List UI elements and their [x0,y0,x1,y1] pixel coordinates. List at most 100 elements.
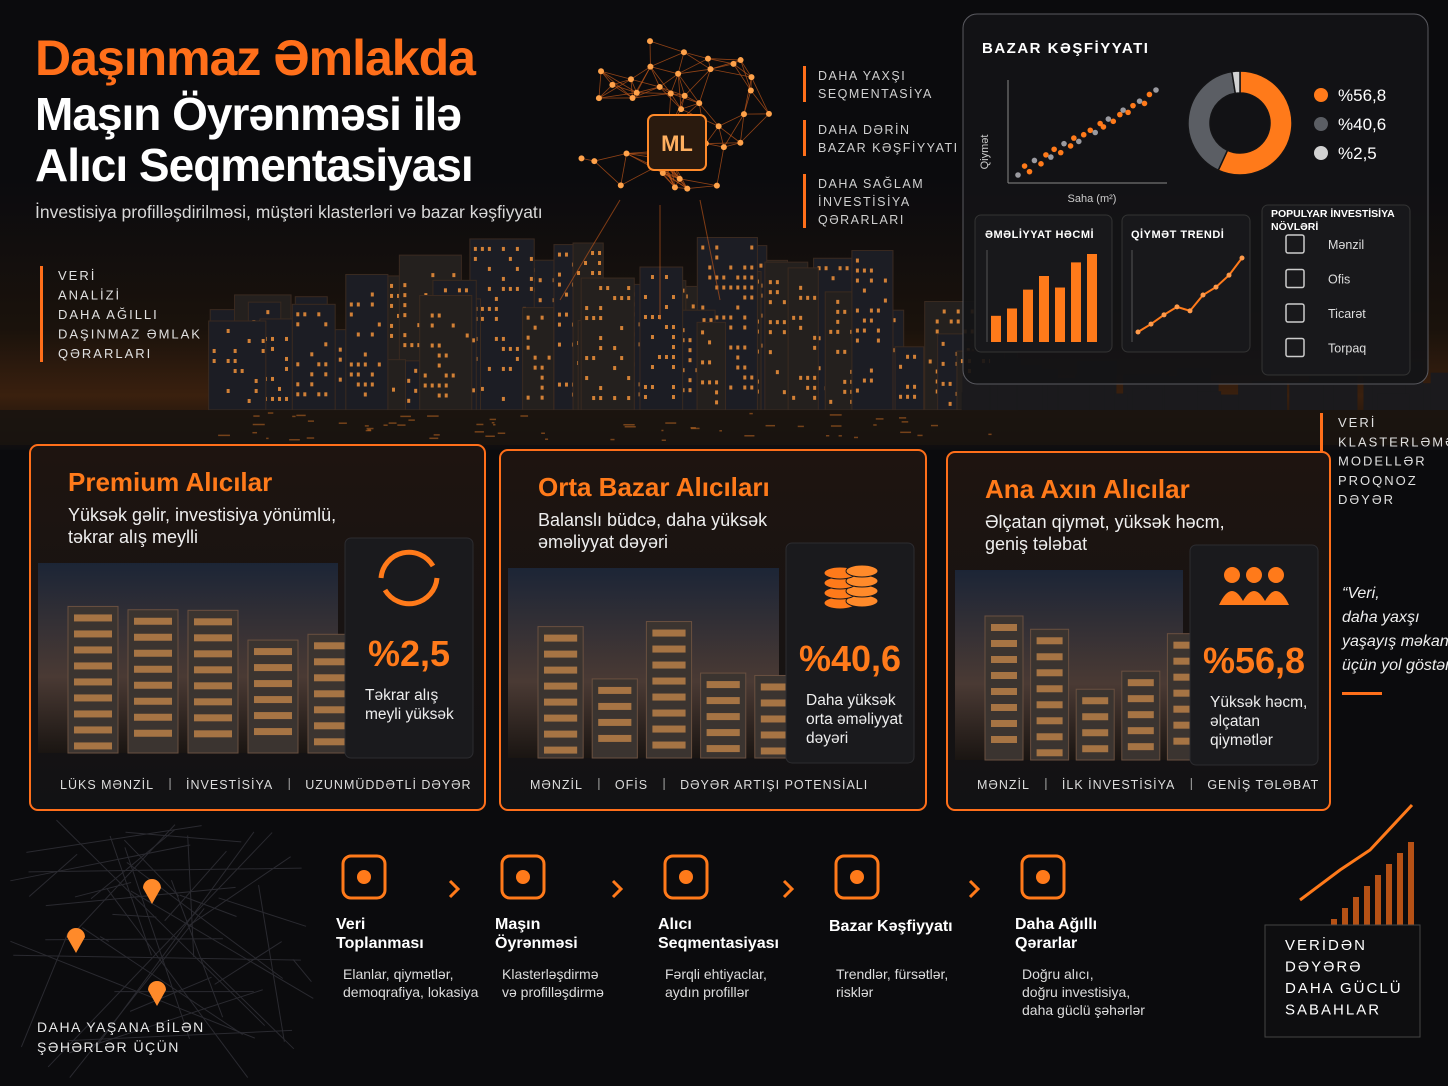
process-icon [500,854,546,900]
image-window [1082,729,1109,737]
card-desc: təkrar alış meylli [68,527,198,547]
window [688,378,692,383]
tagline-line: DƏYƏR [1338,492,1395,507]
reflection [253,415,260,417]
window [338,377,342,382]
bar [1023,289,1033,342]
quote-line: üçün yol göstərir.” [1342,657,1448,674]
process-desc: və profilləşdirmə [502,984,604,1000]
window [540,395,544,400]
window [338,347,342,352]
window [722,285,726,290]
window [792,395,796,400]
image-window [314,722,352,730]
process-icon-dot [357,870,371,884]
network-node [720,144,727,151]
window [557,282,561,287]
window [473,246,477,251]
image-window [991,688,1017,696]
reflection [408,419,415,421]
window [317,312,321,317]
window [671,385,675,390]
window [948,401,952,406]
window [736,355,740,360]
window [324,372,328,377]
reflection [474,431,484,433]
map-street [28,867,302,873]
window [324,392,328,397]
stat-desc: əlçatan [1210,713,1260,730]
image-window [544,746,578,754]
scatter-point [1048,154,1054,160]
process-desc: daha güclü şəhərlər [1022,1002,1145,1018]
stat-desc: meyli yüksək [365,706,454,723]
image-window [194,682,232,690]
scatter-point [1043,152,1049,158]
window [599,346,603,351]
card-desc: Yüksək gəlir, investisiya yönümlü, [68,505,336,525]
image-window [194,666,232,674]
window [585,356,589,361]
window [627,396,631,401]
map-street [28,853,78,897]
network-link [650,66,661,88]
tagline-line: ANALİZİ [58,288,121,303]
network-node [678,106,685,113]
window [845,266,849,271]
network-link [677,58,709,75]
window [403,343,407,348]
process-title: Veri [336,916,365,933]
reflection [825,434,830,437]
window [356,372,360,377]
window [494,336,498,341]
window [533,325,537,330]
title-line: Maşın Öyrənməsi ilə [35,88,461,140]
network-node [617,182,624,189]
image-window [760,731,794,739]
window [501,246,505,251]
image-window [598,718,632,726]
window [349,362,353,367]
network-link [733,63,752,78]
map-street [130,890,314,999]
tagline-line: PROQNOZ [1338,473,1418,488]
window [855,278,859,283]
map-street [45,886,236,907]
image-window [598,734,632,742]
window [813,375,817,380]
building [1377,393,1410,410]
reflection [900,431,912,434]
window [430,323,434,328]
bar [1055,287,1065,342]
reflection [489,418,497,421]
window [715,400,719,405]
window [310,372,314,377]
network-link [718,125,741,144]
network-node [715,123,722,130]
window [599,316,603,321]
window [533,365,537,370]
window [855,328,859,333]
image-window [652,645,686,653]
title-line: Daşınmaz Əmlakda [35,30,477,86]
window [715,380,719,385]
stat-desc: Yüksək həcm, [1210,694,1307,711]
window [671,325,675,330]
window [743,295,747,300]
window [540,365,544,370]
axis-label: Qiymət [979,135,991,170]
reflection [541,432,545,435]
network-link [600,70,632,80]
scatter-point [1136,98,1143,104]
window [370,292,374,297]
window [743,375,747,380]
reflection [744,435,755,437]
accent-bar [803,66,806,102]
window [407,398,411,403]
window [701,360,705,365]
window [855,388,859,393]
image-window [760,747,794,755]
sub-panel-title: ƏMƏLİYYAT HƏCMİ [985,228,1094,241]
network-link [594,153,627,162]
window [792,315,796,320]
